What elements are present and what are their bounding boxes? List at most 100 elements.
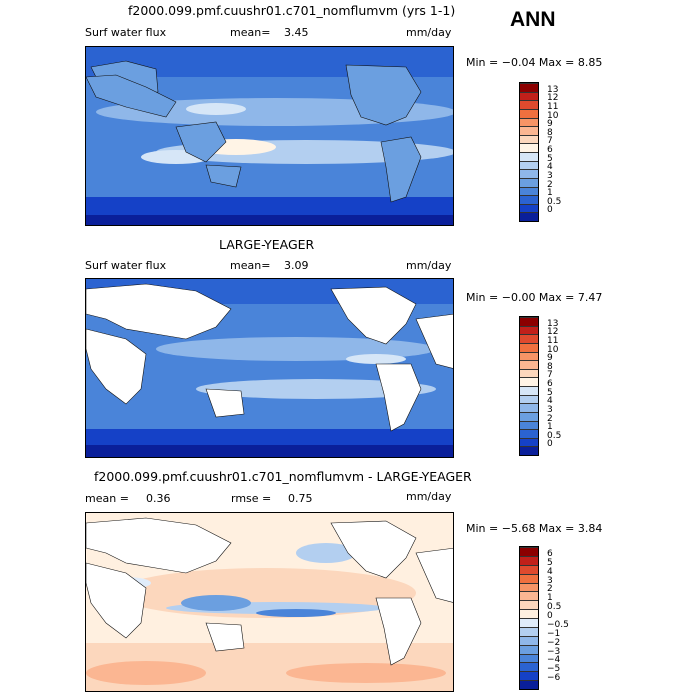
- colorbar-swatch: [520, 573, 538, 583]
- colorbar-swatch: [520, 108, 538, 118]
- colorbar-swatch: [520, 600, 538, 610]
- colorbar-label: 3: [547, 575, 553, 586]
- colorbar-label: 2: [547, 179, 553, 190]
- colorbar-label: 2: [547, 413, 553, 424]
- mean-label: mean =: [85, 492, 129, 505]
- colorbar-label: 8: [547, 127, 553, 138]
- colorbar-model: [519, 82, 539, 222]
- colorbar-swatch: [520, 662, 538, 672]
- min-max-label: Min = −0.04 Max = 8.85: [466, 56, 603, 69]
- colorbar-swatch: [520, 429, 538, 438]
- min-max-label: Min = −0.00 Max = 7.47: [466, 291, 603, 304]
- variable-label: Surf water flux: [85, 26, 167, 39]
- colorbar-label: −6: [547, 673, 561, 684]
- colorbar-label: 0: [547, 439, 553, 450]
- colorbar-swatch: [520, 591, 538, 601]
- colorbar-swatch: [520, 160, 538, 170]
- colorbar-label: 5: [547, 153, 553, 164]
- colorbar-swatch: [520, 169, 538, 178]
- rmse-value: 0.75: [288, 492, 313, 505]
- colorbar-swatch: [520, 644, 538, 654]
- colorbar-label: 13: [547, 84, 559, 95]
- colorbar-swatch: [520, 377, 538, 386]
- colorbar-label: 10: [547, 110, 559, 121]
- panel-title: f2000.099.pmf.cuushr01.c701_nomflumvm - …: [94, 469, 472, 484]
- units-label: mm/day: [406, 490, 452, 503]
- colorbar-label: 4: [547, 396, 553, 407]
- colorbar-label: 6: [547, 548, 553, 559]
- units-label: mm/day: [406, 259, 452, 272]
- map-svg: [86, 279, 453, 457]
- colorbar-label: −3: [547, 646, 561, 657]
- colorbar-swatch: [520, 403, 538, 412]
- world-map-diff: [85, 512, 454, 692]
- colorbar-label: 5: [547, 557, 553, 568]
- map-svg: [86, 513, 453, 691]
- stat-label: mean=: [230, 26, 271, 39]
- colorbar-label: 0: [547, 611, 553, 621]
- colorbar-obs: [519, 316, 539, 456]
- colorbar-label: 4: [547, 566, 553, 577]
- season-label: ANN: [510, 8, 556, 31]
- colorbar-label: 1: [547, 188, 553, 199]
- world-map-model: [85, 46, 454, 226]
- colorbar-label: 3: [547, 404, 553, 415]
- units-label: mm/day: [406, 26, 452, 39]
- colorbar-swatch: [520, 195, 538, 204]
- colorbar-swatch: [520, 342, 538, 352]
- rmse-label: rmse =: [231, 492, 272, 505]
- variable-label: Surf water flux: [85, 259, 167, 272]
- stat-label: mean=: [230, 259, 271, 272]
- mean-value: 0.36: [146, 492, 171, 505]
- colorbar-swatch: [520, 177, 538, 187]
- colorbar-label: −5: [547, 664, 561, 675]
- colorbar-swatch: [520, 186, 538, 196]
- colorbar-label: 7: [547, 136, 553, 147]
- colorbar-swatch: [520, 437, 538, 447]
- colorbar-label: 6: [547, 145, 553, 155]
- colorbar-label: 1: [547, 422, 553, 433]
- colorbar-swatch: [520, 126, 538, 135]
- colorbar-label: 4: [547, 162, 553, 173]
- colorbar-label: 9: [547, 119, 553, 130]
- colorbar-label: −1: [547, 628, 561, 639]
- colorbar-label: 12: [547, 327, 559, 338]
- colorbar-label: 7: [547, 370, 553, 381]
- min-max-label: Min = −5.68 Max = 3.84: [466, 522, 603, 535]
- colorbar-swatch: [520, 582, 538, 592]
- world-map-obs: [85, 278, 454, 458]
- colorbar-swatch: [520, 100, 538, 109]
- colorbar-swatch: [520, 635, 538, 645]
- colorbar-label: 10: [547, 344, 559, 355]
- stat-value: 3.09: [284, 259, 309, 272]
- colorbar-label: −0.5: [547, 619, 569, 630]
- colorbar-label: 12: [547, 93, 559, 104]
- colorbar-label: 6: [547, 379, 553, 389]
- colorbar-label: 2: [547, 584, 553, 595]
- colorbar-swatch: [520, 360, 538, 369]
- colorbar-swatch: [520, 671, 538, 681]
- colorbar-swatch: [520, 212, 538, 221]
- colorbar-label: 5: [547, 387, 553, 398]
- colorbar-swatch: [520, 386, 538, 395]
- colorbar-swatch: [520, 411, 538, 421]
- colorbar-label: 3: [547, 170, 553, 181]
- colorbar-swatch: [520, 555, 538, 565]
- colorbar-swatch: [520, 420, 538, 430]
- colorbar-swatch: [520, 653, 538, 663]
- colorbar-swatch: [520, 91, 538, 101]
- colorbar-swatch: [520, 368, 538, 378]
- colorbar-swatch: [520, 547, 538, 556]
- colorbar-swatch: [520, 317, 538, 326]
- colorbar-label: 0: [547, 205, 553, 216]
- colorbar-swatch: [520, 325, 538, 335]
- colorbar-swatch: [520, 203, 538, 213]
- colorbar-swatch: [520, 626, 538, 636]
- colorbar-label: 11: [547, 101, 559, 112]
- colorbar-swatch: [520, 618, 538, 627]
- colorbar-swatch: [520, 609, 538, 618]
- colorbar-label: 0.5: [547, 430, 562, 441]
- map-svg: [86, 47, 453, 225]
- colorbar-label: 13: [547, 318, 559, 329]
- colorbar-swatch: [520, 143, 538, 152]
